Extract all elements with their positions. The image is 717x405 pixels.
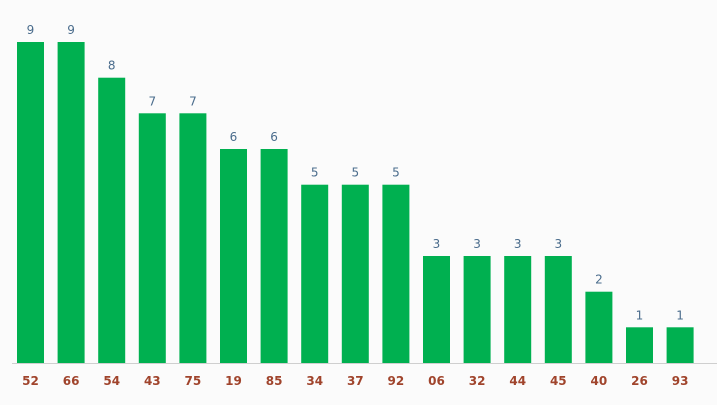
value-label-85: 6 <box>270 130 278 144</box>
value-label-37: 5 <box>351 166 359 180</box>
bar-44 <box>504 256 532 363</box>
category-label-32: 32 <box>469 374 486 388</box>
category-label-54: 54 <box>103 374 120 388</box>
value-label-93: 1 <box>676 308 684 322</box>
category-label-06: 06 <box>428 374 445 388</box>
category-label-75: 75 <box>185 374 202 388</box>
category-label-34: 34 <box>306 374 323 388</box>
category-label-92: 92 <box>388 374 405 388</box>
bar-19 <box>220 149 247 363</box>
value-label-54: 8 <box>108 59 116 73</box>
value-label-26: 1 <box>636 308 644 322</box>
bar-32 <box>463 256 491 363</box>
bar-54 <box>98 77 126 363</box>
category-labels-group: 52 66 54 43 75 19 85 34 37 92 06 32 44 45 40 26 93 <box>22 374 688 388</box>
value-label-92: 5 <box>392 166 400 180</box>
value-label-34: 5 <box>311 166 319 180</box>
category-label-45: 45 <box>550 374 567 388</box>
bar-66 <box>57 42 85 363</box>
value-label-52: 9 <box>27 23 35 37</box>
bar-34 <box>301 184 329 363</box>
category-label-37: 37 <box>347 374 364 388</box>
value-label-43: 7 <box>148 94 156 108</box>
value-label-06: 3 <box>433 237 441 251</box>
category-label-43: 43 <box>144 374 161 388</box>
value-label-32: 3 <box>473 237 481 251</box>
category-label-44: 44 <box>509 374 526 388</box>
bar-85 <box>260 149 288 363</box>
bar-52 <box>17 42 44 363</box>
value-label-75: 7 <box>189 94 197 108</box>
bar-43 <box>138 113 166 363</box>
bar-92 <box>382 184 410 363</box>
bar-37 <box>341 184 369 363</box>
bars-group <box>17 42 694 363</box>
bar-26 <box>626 327 653 363</box>
bar-40 <box>585 291 613 363</box>
bar-93 <box>666 327 694 363</box>
value-labels-group: 9 9 8 7 7 6 6 5 5 5 3 3 3 3 2 1 1 <box>27 23 684 322</box>
category-label-66: 66 <box>63 374 80 388</box>
bar-75 <box>179 113 207 363</box>
bar-06 <box>423 256 450 363</box>
category-label-19: 19 <box>225 374 242 388</box>
category-label-40: 40 <box>591 374 608 388</box>
category-label-52: 52 <box>22 374 39 388</box>
bar-45 <box>544 256 572 363</box>
category-label-93: 93 <box>672 374 689 388</box>
value-label-44: 3 <box>514 237 522 251</box>
value-label-40: 2 <box>595 273 603 287</box>
value-label-45: 3 <box>554 237 562 251</box>
value-label-66: 9 <box>67 23 75 37</box>
value-label-19: 6 <box>230 130 238 144</box>
category-label-85: 85 <box>266 374 283 388</box>
category-label-26: 26 <box>631 374 648 388</box>
